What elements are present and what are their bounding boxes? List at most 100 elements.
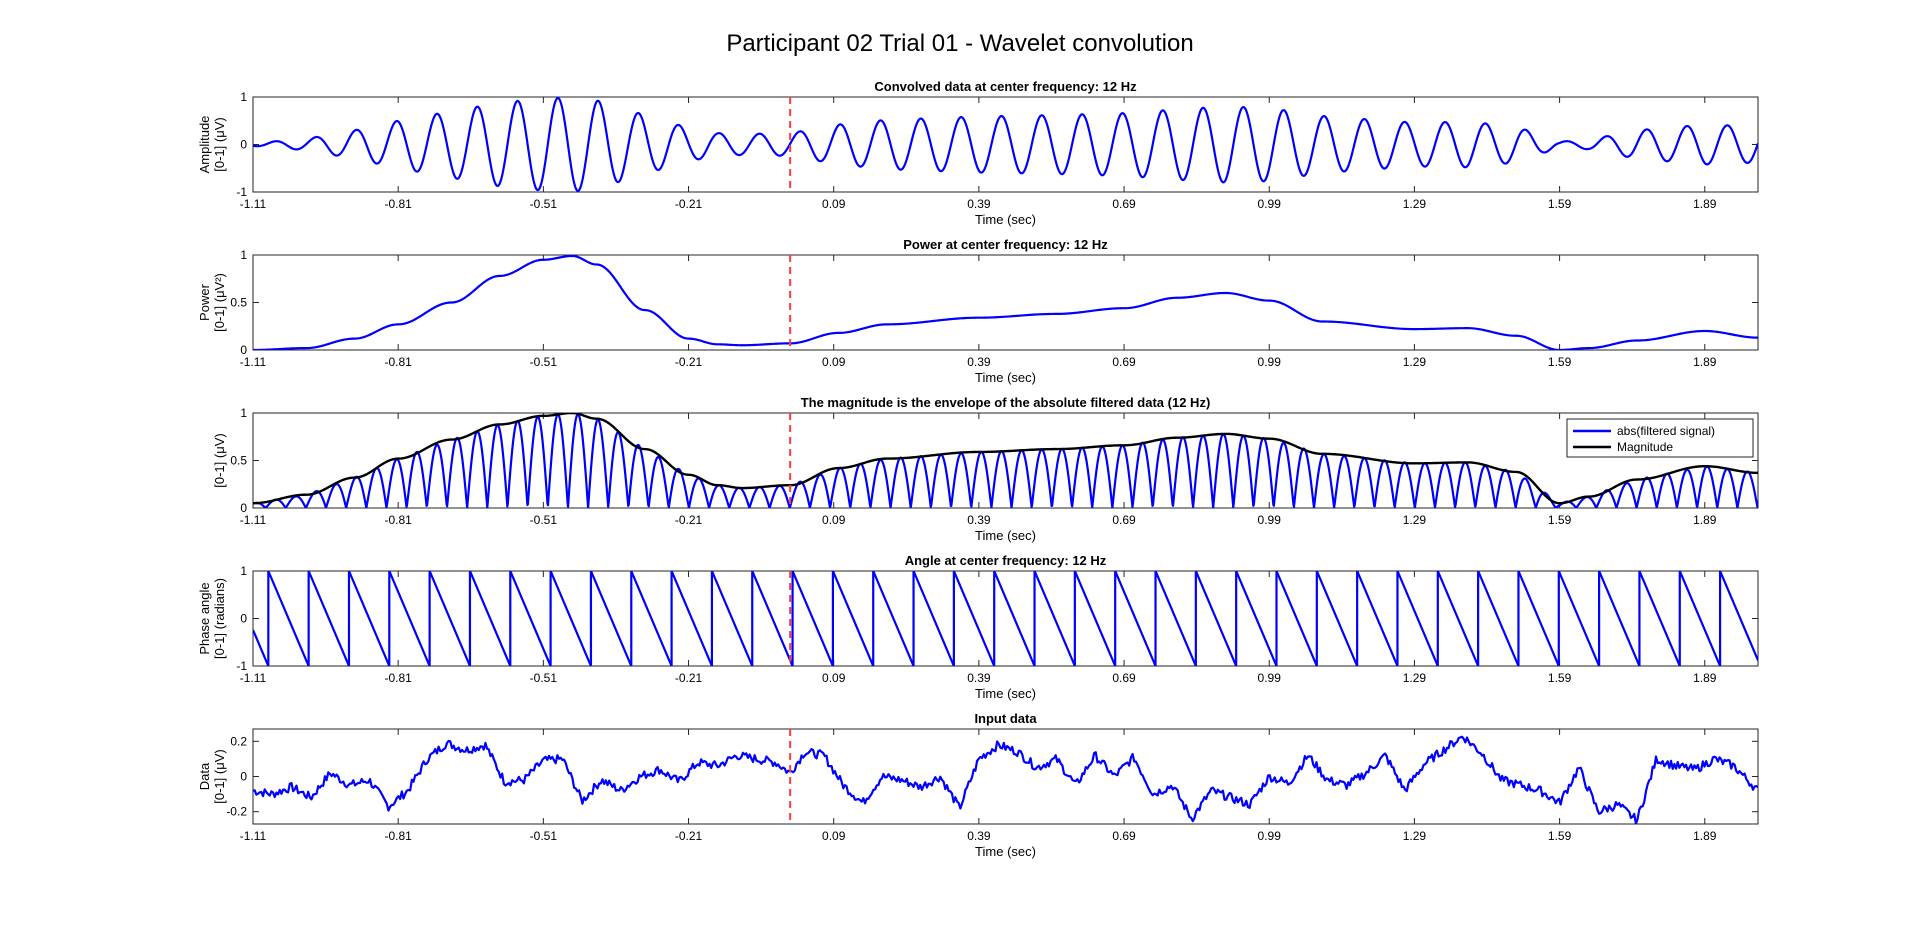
x-tick-label: -0.21 xyxy=(675,197,703,211)
x-tick-label: 1.59 xyxy=(1548,829,1572,843)
x-tick-label: 1.89 xyxy=(1693,671,1717,685)
x-tick-label: 0.69 xyxy=(1112,671,1136,685)
x-tick-label: 1.89 xyxy=(1693,355,1717,369)
y-tick-label: 1 xyxy=(240,248,247,262)
x-tick-label: 0.99 xyxy=(1258,671,1282,685)
subplot-title: Input data xyxy=(974,711,1037,726)
x-tick-label: -0.51 xyxy=(530,197,558,211)
y-tick-label: -1 xyxy=(236,659,247,673)
series-line-1 xyxy=(253,97,1758,192)
x-tick-label: 1.29 xyxy=(1403,829,1427,843)
subplot-title: The magnitude is the envelope of the abs… xyxy=(801,395,1211,410)
x-tick-label: 0.99 xyxy=(1258,355,1282,369)
y-tick-label: 0 xyxy=(240,138,247,152)
x-tick-label: 0.99 xyxy=(1258,513,1282,527)
x-tick-label: 1.29 xyxy=(1403,671,1427,685)
series-line-magnitude xyxy=(253,413,1758,505)
x-tick-label: 0.99 xyxy=(1258,829,1282,843)
subplot-title: Angle at center frequency: 12 Hz xyxy=(905,553,1107,568)
x-tick-label: -0.81 xyxy=(384,355,412,369)
x-tick-label: 0.69 xyxy=(1112,197,1136,211)
x-tick-label: -0.51 xyxy=(530,829,558,843)
plot-area xyxy=(252,728,1759,825)
x-tick-label: 0.69 xyxy=(1112,829,1136,843)
x-tick-label: 1.59 xyxy=(1548,671,1572,685)
subplot-title: Convolved data at center frequency: 12 H… xyxy=(874,79,1137,94)
x-tick-label: -1.11 xyxy=(240,197,267,211)
y-tick-label: 0 xyxy=(240,343,247,357)
y-tick-label: 0.5 xyxy=(230,296,247,310)
plot-area xyxy=(252,254,1759,351)
x-tick-label: 1.29 xyxy=(1403,197,1427,211)
x-tick-label: -0.81 xyxy=(384,197,412,211)
x-tick-label: 1.59 xyxy=(1548,355,1572,369)
subplot-4: Angle at center frequency: 12 Hz -1.11 -0.… xyxy=(197,553,1759,701)
x-tick-label: 0.39 xyxy=(967,829,991,843)
legend-entry: abs(filtered signal) xyxy=(1617,424,1715,438)
x-tick-label: -0.21 xyxy=(675,671,703,685)
x-axis-label: Time (sec) xyxy=(975,686,1036,701)
x-tick-label: 0.09 xyxy=(822,671,846,685)
x-tick-label: -0.51 xyxy=(530,513,558,527)
x-tick-label: -0.21 xyxy=(675,355,703,369)
x-tick-label: 0.39 xyxy=(967,355,991,369)
series-line-1 xyxy=(253,571,1758,666)
x-tick-label: 0.39 xyxy=(967,671,991,685)
x-tick-label: -0.81 xyxy=(384,829,412,843)
x-tick-label: 1.89 xyxy=(1693,513,1717,527)
y-tick-label: 0.5 xyxy=(230,454,247,468)
x-tick-label: 0.09 xyxy=(822,829,846,843)
plot-area xyxy=(252,570,1759,667)
y-tick-label: -0.2 xyxy=(226,805,247,819)
y-tick-label: 1 xyxy=(240,90,247,104)
x-tick-label: 0.99 xyxy=(1258,197,1282,211)
y-tick-label: 1 xyxy=(240,406,247,420)
x-tick-label: 1.59 xyxy=(1548,197,1572,211)
y-tick-label: 1 xyxy=(240,564,247,578)
x-tick-label: -0.21 xyxy=(675,829,703,843)
legend: abs(filtered signal) Magnitude xyxy=(1566,418,1754,458)
y-tick-label: 0 xyxy=(240,501,247,515)
x-tick-label: 1.59 xyxy=(1548,513,1572,527)
y-axis-label: Amplitude xyxy=(197,116,212,174)
legend-entry: Magnitude xyxy=(1617,440,1673,454)
plot-area xyxy=(252,96,1759,193)
series-line-1 xyxy=(253,255,1758,350)
subplot-3: The magnitude is the envelope of the abs… xyxy=(212,395,1759,543)
y-axis-label: [0-1] (μV) xyxy=(212,117,227,171)
x-axis-label: Time (sec) xyxy=(975,528,1036,543)
series-line-1 xyxy=(253,735,1758,824)
x-tick-label: -0.81 xyxy=(384,513,412,527)
y-axis-label: [0-1] (radians) xyxy=(212,578,227,659)
x-tick-label: -0.81 xyxy=(384,671,412,685)
x-tick-label: 1.29 xyxy=(1403,513,1427,527)
y-axis-label: [0-1] (μV) xyxy=(212,433,227,487)
subplot-1: Convolved data at center frequency: 12 H… xyxy=(197,79,1759,227)
x-axis-label: Time (sec) xyxy=(975,212,1036,227)
y-tick-label: 0.2 xyxy=(230,734,247,748)
y-tick-label: 0 xyxy=(240,612,247,626)
page-title: Participant 02 Trial 01 - Wavelet convol… xyxy=(726,30,1194,57)
x-tick-label: 1.29 xyxy=(1403,355,1427,369)
y-tick-label: 0 xyxy=(240,770,247,784)
x-tick-label: 0.09 xyxy=(822,197,846,211)
x-tick-label: -1.11 xyxy=(240,671,267,685)
x-tick-label: 0.39 xyxy=(967,197,991,211)
x-axis-label: Time (sec) xyxy=(975,844,1036,859)
x-tick-label: -1.11 xyxy=(240,355,267,369)
y-axis-label: [0-1] (μV) xyxy=(212,749,227,803)
y-tick-label: -1 xyxy=(236,185,247,199)
x-tick-label: 0.09 xyxy=(822,513,846,527)
y-axis-label: Data xyxy=(197,762,212,790)
subplot-title: Power at center frequency: 12 Hz xyxy=(903,237,1108,252)
x-axis-label: Time (sec) xyxy=(975,370,1036,385)
x-tick-label: -1.11 xyxy=(240,513,267,527)
x-tick-label: 0.69 xyxy=(1112,355,1136,369)
subplot-5: Input data -1.11 -0.81 -0.51 -0.21 0.09 0.39 0.… xyxy=(197,711,1759,859)
y-axis-label: [0-1] (μV²) xyxy=(212,273,227,332)
x-tick-label: -0.21 xyxy=(675,513,703,527)
x-tick-label: 1.89 xyxy=(1693,829,1717,843)
x-tick-label: 0.69 xyxy=(1112,513,1136,527)
x-tick-label: -0.51 xyxy=(530,355,558,369)
